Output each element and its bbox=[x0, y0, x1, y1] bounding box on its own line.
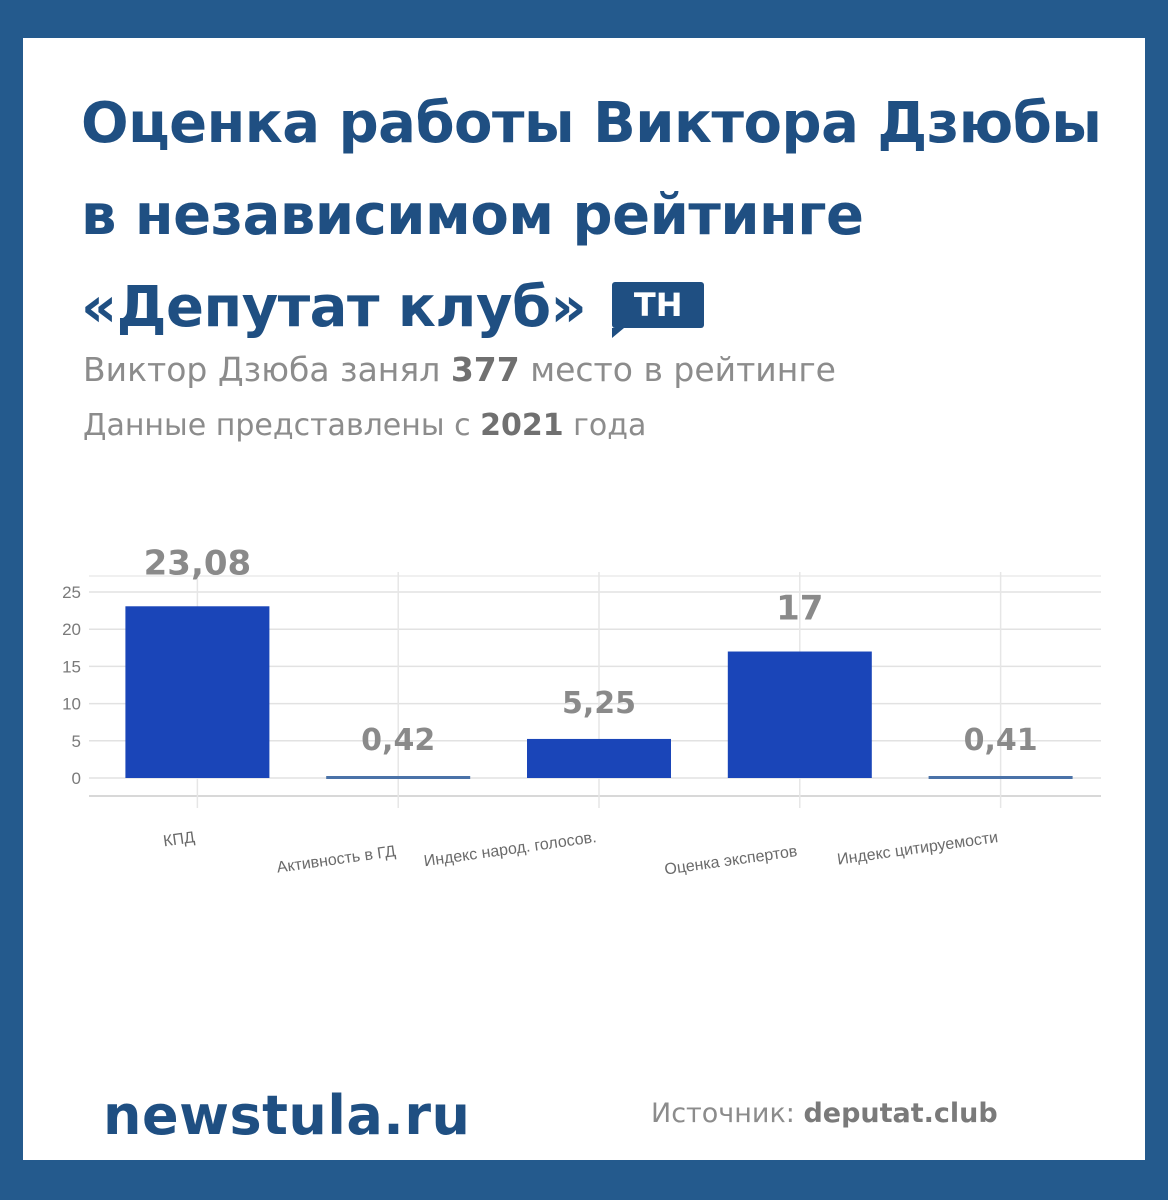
since-prefix: Данные представлены с bbox=[83, 408, 481, 443]
y-tick-label: 15 bbox=[62, 657, 81, 676]
rating-subtitle: Виктор Дзюба занял 377 место в рейтинге bbox=[83, 350, 836, 389]
y-tick-label: 10 bbox=[62, 695, 81, 714]
source-label: Источник: bbox=[651, 1098, 804, 1129]
bar bbox=[125, 606, 270, 778]
since-suffix: года bbox=[563, 408, 647, 443]
title-line-3-text: «Депутат клуб» bbox=[81, 275, 587, 340]
y-tick-label: 20 bbox=[62, 620, 81, 639]
rating-place: 377 bbox=[450, 350, 520, 389]
y-tick-label: 5 bbox=[72, 732, 81, 751]
title-line-2: в независимом рейтинге bbox=[81, 183, 864, 248]
y-tick-label: 0 bbox=[72, 769, 81, 788]
bar-chart: 0 5 10 15 20 25 23,08 КПД 0,42 Активность в ГД 5,2… bbox=[62, 543, 1101, 879]
bar bbox=[727, 651, 872, 778]
data-label: 5,25 bbox=[562, 686, 636, 721]
data-label: 0,42 bbox=[361, 723, 435, 758]
y-tick-label: 25 bbox=[62, 583, 81, 602]
data-label: 23,08 bbox=[144, 543, 252, 583]
x-tick-label: Оценка экспертов bbox=[663, 843, 798, 878]
rating-prefix: Виктор Дзюба занял bbox=[83, 350, 451, 389]
tn-logo-icon: ТН bbox=[612, 281, 705, 338]
source-value: deputat.club bbox=[803, 1098, 998, 1129]
title-line-1: Оценка работы Виктора Дзюбы bbox=[81, 91, 1102, 156]
source-credit: Источник: deputat.club bbox=[651, 1098, 998, 1129]
data-label: 0,41 bbox=[964, 723, 1038, 758]
title-line-3: «Депутат клуб» ТН bbox=[81, 262, 1121, 354]
infographic-card: Оценка работы Виктора Дзюбы в независимо… bbox=[23, 38, 1145, 1160]
data-label: 17 bbox=[776, 589, 823, 629]
x-tick-label: Индекс народ. голосов. bbox=[423, 829, 598, 870]
x-tick-label: Индекс цитируемости bbox=[836, 829, 999, 868]
bar bbox=[326, 776, 471, 779]
page-title: Оценка работы Виктора Дзюбы в независимо… bbox=[81, 78, 1121, 354]
bar bbox=[928, 776, 1073, 779]
since-year: 2021 bbox=[480, 408, 564, 443]
data-since-subtitle: Данные представлены с 2021 года bbox=[83, 408, 646, 443]
bar bbox=[527, 738, 671, 778]
site-name: newstula.ru bbox=[103, 1084, 471, 1147]
x-tick-label: КПД bbox=[162, 829, 196, 850]
x-tick-label: Активность в ГД bbox=[276, 843, 397, 877]
rating-suffix: место в рейтинге bbox=[519, 350, 836, 389]
